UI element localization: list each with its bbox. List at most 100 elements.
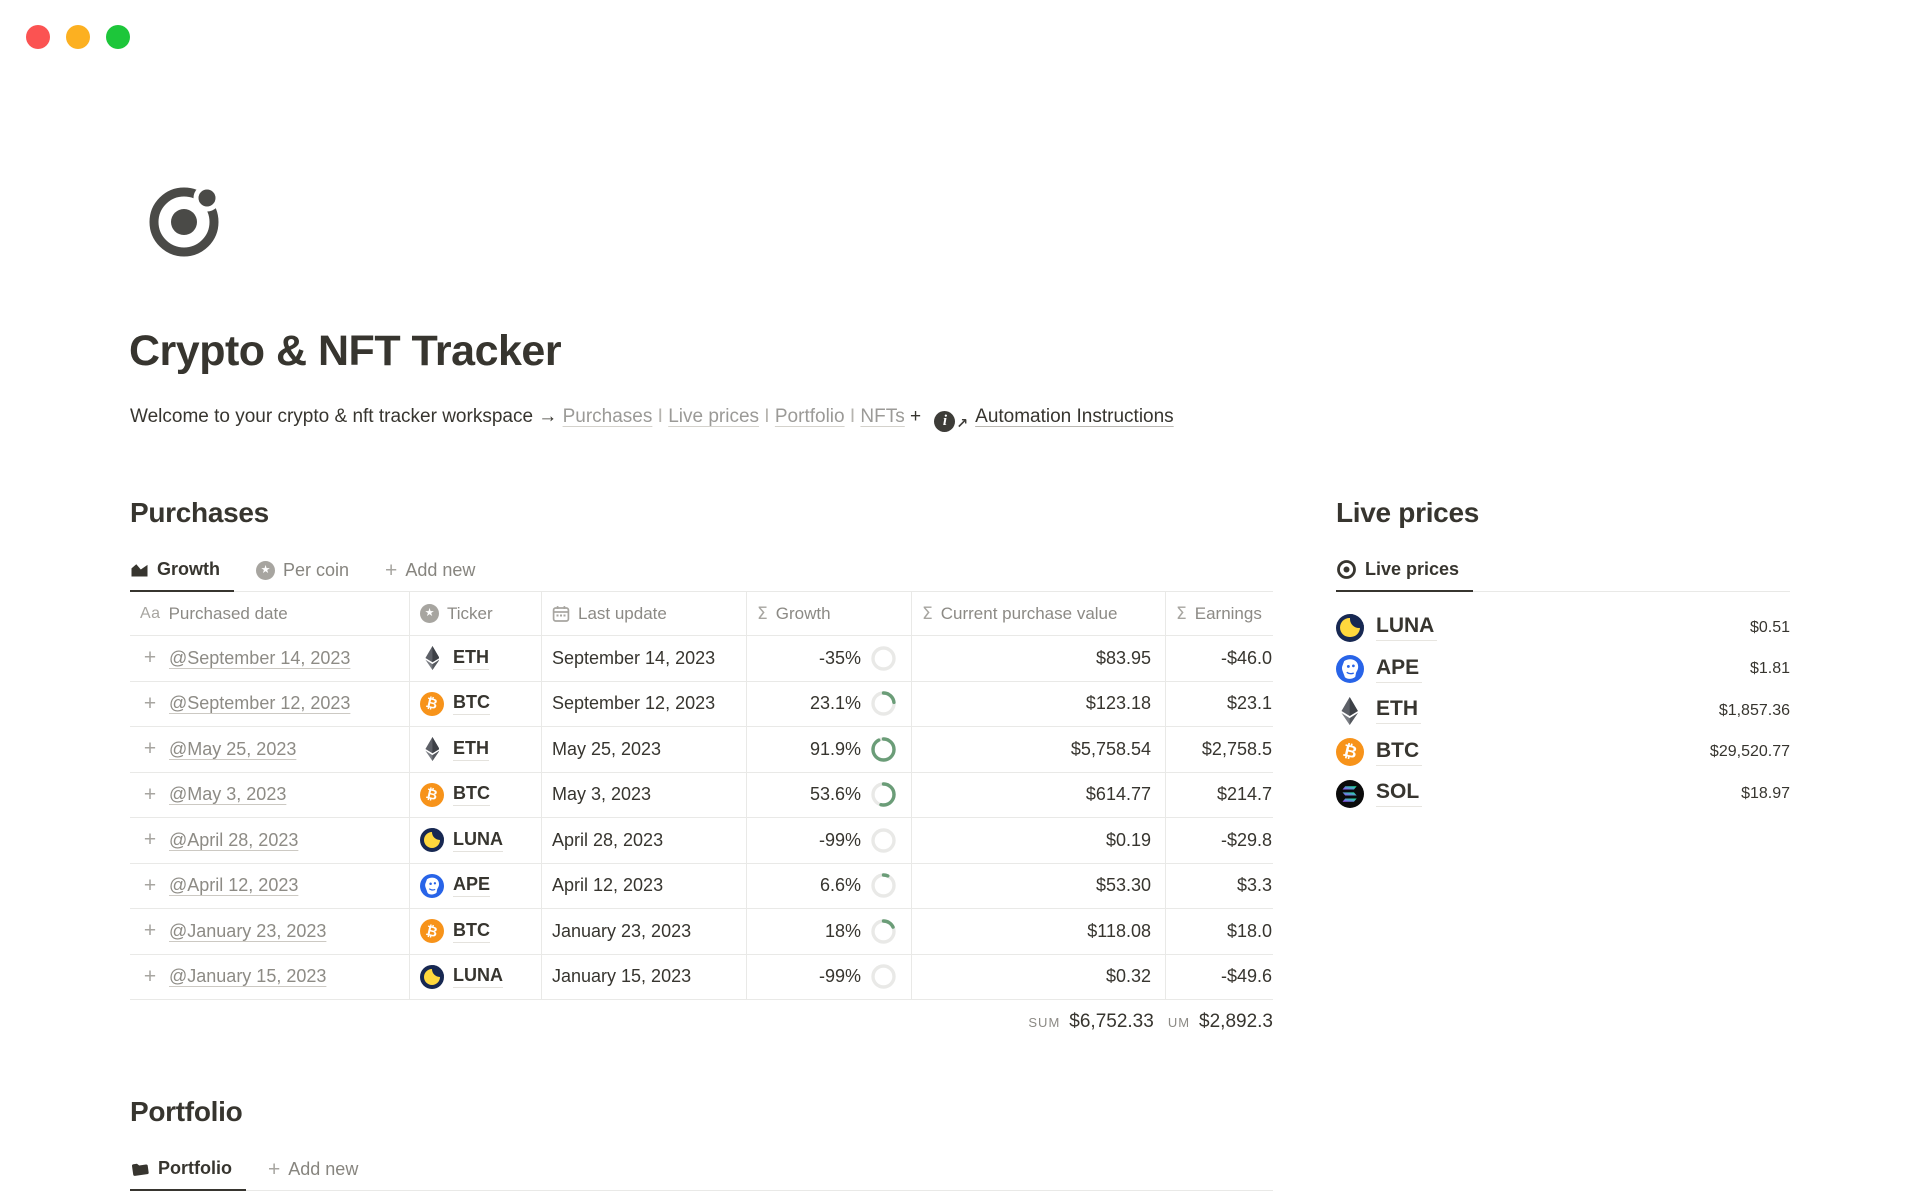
ticker-link[interactable]: LUNA [453,829,503,852]
welcome-link-purchases[interactable]: Purchases [562,406,653,427]
column-header-earnings[interactable]: Σ Earnings [1166,592,1273,636]
live-ticker-link[interactable]: BTC [1376,739,1423,766]
table-summary-row: SUM $6,752.33 UM $2,892.3 [130,1001,1273,1043]
area-chart-icon [131,564,148,577]
current-purchase-value: $0.19 [1105,829,1151,850]
purchased-date-link[interactable]: @May 25, 2023 [169,738,297,759]
column-header-growth[interactable]: Σ Growth [747,592,912,636]
table-row: + @January 15, 2023 LUNA January 15, 202… [130,954,1273,1000]
btc-coin-icon: ₿ [1336,738,1364,767]
tab-label: Portfolio [158,1158,232,1178]
portfolio-tabs: Portfolio + Add new [130,1148,1273,1191]
window-controls [26,25,130,49]
earnings-value: -$29.8 [1220,829,1272,850]
column-label: Current purchase value [940,603,1118,623]
live-ticker-link[interactable]: SOL [1376,780,1423,808]
live-ticker-link[interactable]: ETH [1376,697,1421,725]
welcome-line: Welcome to your crypto & nft tracker wor… [130,406,1174,432]
purchases-tab-per-coin[interactable]: ★ Per coin [256,549,363,592]
tab-label: Add new [288,1159,359,1179]
purchased-date-link[interactable]: @September 14, 2023 [169,647,351,668]
growth-ring-icon [871,691,896,716]
purchases-heading: Purchases [130,497,269,528]
earnings-value: $3.3 [1236,875,1272,896]
ticker-link[interactable]: BTC [453,920,490,943]
purchases-tab-growth[interactable]: Growth [130,549,234,592]
ticker-link[interactable]: LUNA [453,965,503,989]
current-purchase-value: $83.95 [1095,647,1151,668]
sum-current-purchase-value[interactable]: SUM $6,752.33 [1028,1011,1153,1033]
earnings-value: $18.0 [1226,920,1272,941]
row-add-button[interactable]: + [143,964,157,988]
minimize-window-button[interactable] [66,25,90,49]
portfolio-section: Portfolio Portfolio + Add new [130,1096,1273,1191]
live-price-value: $29,520.77 [1709,743,1790,761]
earnings-value: -$46.0 [1220,647,1272,668]
purchased-date-link[interactable]: @April 28, 2023 [169,829,299,850]
last-update-value: January 23, 2023 [552,920,692,941]
welcome-link-nfts[interactable]: NFTs [860,406,905,427]
purchased-date-link[interactable]: @January 23, 2023 [169,920,327,941]
purchases-tab-add-new[interactable]: + Add new [385,549,489,592]
row-add-button[interactable]: + [143,737,157,761]
tab-label: Add new [405,560,476,580]
last-update-value: September 14, 2023 [552,647,716,668]
purchases-table-body: + @September 14, 2023 ETH September 14, … [130,636,1273,1000]
table-row: + @May 3, 2023 ₿ BTC May 3, 2023 53.6% $6… [130,772,1273,818]
folder-icon [131,1163,149,1176]
sol-coin-icon [1336,779,1364,808]
column-header-last-update[interactable]: Last update [542,592,747,636]
last-update-value: April 28, 2023 [552,829,664,850]
column-header-current-purchase-value[interactable]: Σ Current purchase value [912,592,1166,636]
purchased-date-link[interactable]: @September 12, 2023 [169,693,351,714]
earnings-value: $2,758.5 [1201,738,1272,759]
earnings-sum-value: $2,892.3 [1199,1011,1273,1032]
live-price-value: $0.51 [1749,618,1790,636]
column-label: Ticker [447,603,493,623]
ticker-link[interactable]: ETH [453,738,489,761]
live-prices-tab-live-prices[interactable]: Live prices [1336,549,1474,592]
portfolio-tab-add-new[interactable]: + Add new [268,1148,372,1191]
ticker-link[interactable]: APE [453,874,491,898]
row-add-button[interactable]: + [143,919,157,943]
live-ticker-link[interactable]: LUNA [1376,614,1438,642]
growth-value: 6.6% [819,875,861,896]
sigma-icon: Σ [1176,603,1187,624]
growth-ring-icon [871,646,896,671]
column-header-purchased-date[interactable]: Aa Purchased date [130,592,410,636]
live-ticker-link[interactable]: APE [1376,656,1423,683]
row-add-button[interactable]: + [143,691,157,715]
column-header-ticker[interactable]: ★ Ticker [410,592,542,636]
earnings-value: -$49.6 [1220,966,1272,987]
live-price-row: LUNA $0.51 [1336,607,1790,649]
row-add-button[interactable]: + [143,782,157,806]
row-add-button[interactable]: + [143,646,157,670]
purchased-date-link[interactable]: @May 3, 2023 [169,784,287,805]
portfolio-tab-portfolio[interactable]: Portfolio [130,1148,246,1191]
zoom-window-button[interactable] [106,25,130,49]
table-row: + @April 12, 2023 APE April 12, 2023 6.6… [130,863,1273,909]
ticker-link[interactable]: BTC [453,692,490,716]
automation-instructions-link[interactable]: Automation Instructions [975,406,1174,427]
earnings-value: $214.7 [1216,784,1272,805]
purchased-date-link[interactable]: @April 12, 2023 [169,875,299,896]
current-purchase-value: $5,758.54 [1070,738,1151,759]
luna-coin-icon [1336,613,1364,642]
purchased-date-link[interactable]: @January 15, 2023 [169,966,327,987]
growth-value: 23.1% [809,693,861,714]
close-window-button[interactable] [26,25,50,49]
page-orbit-icon[interactable] [144,181,224,261]
ape-coin-icon [1336,655,1364,684]
ticker-link[interactable]: ETH [453,647,489,670]
ticker-link[interactable]: BTC [453,783,490,807]
calendar-icon [552,605,570,622]
welcome-link-live-prices[interactable]: Live prices [668,406,760,427]
row-add-button[interactable]: + [143,873,157,897]
row-add-button[interactable]: + [143,828,157,852]
current-purchase-value: $614.77 [1085,784,1151,805]
sum-earnings[interactable]: UM $2,892.3 [1168,1011,1273,1033]
last-update-value: May 25, 2023 [552,738,662,759]
welcome-link-portfolio[interactable]: Portfolio [774,406,845,427]
live-prices-tabs: Live prices [1336,549,1790,592]
welcome-text: Welcome to your crypto & nft tracker wor… [130,406,563,427]
